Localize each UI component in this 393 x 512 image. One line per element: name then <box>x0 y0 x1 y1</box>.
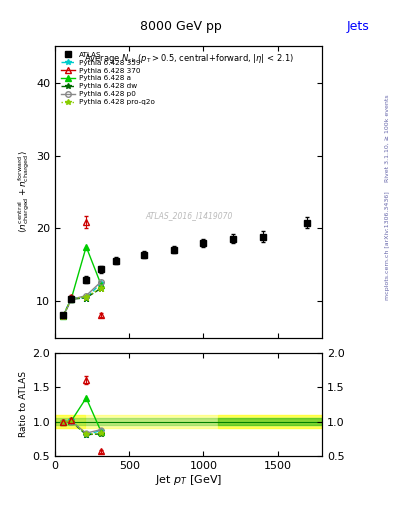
Text: Jets: Jets <box>347 20 369 33</box>
Text: ATLAS_2016_I1419070: ATLAS_2016_I1419070 <box>145 211 232 220</box>
Text: mcplots.cern.ch [arXiv:1306.3436]: mcplots.cern.ch [arXiv:1306.3436] <box>385 191 389 300</box>
Y-axis label: Ratio to ATLAS: Ratio to ATLAS <box>19 372 28 437</box>
Y-axis label: $\langle n^{\rm central}_{\rm charged} + n^{\rm forward}_{\rm charged}\rangle$: $\langle n^{\rm central}_{\rm charged} +… <box>17 151 32 233</box>
Text: 8000 GeV pp: 8000 GeV pp <box>140 20 222 33</box>
Bar <box>55 415 322 429</box>
Text: Average $N_{\rm ch}$ ($p_{\rm T}$$>$0.5, central+forward, $|\eta|$ < 2.1): Average $N_{\rm ch}$ ($p_{\rm T}$$>$0.5,… <box>84 52 294 65</box>
Text: Rivet 3.1.10, ≥ 100k events: Rivet 3.1.10, ≥ 100k events <box>385 94 389 182</box>
Legend: ATLAS, Pythia 6.428 359, Pythia 6.428 370, Pythia 6.428 a, Pythia 6.428 dw, Pyth: ATLAS, Pythia 6.428 359, Pythia 6.428 37… <box>59 50 157 107</box>
Bar <box>55 418 322 425</box>
X-axis label: Jet $p_{T}$ [GeV]: Jet $p_{T}$ [GeV] <box>155 473 222 487</box>
